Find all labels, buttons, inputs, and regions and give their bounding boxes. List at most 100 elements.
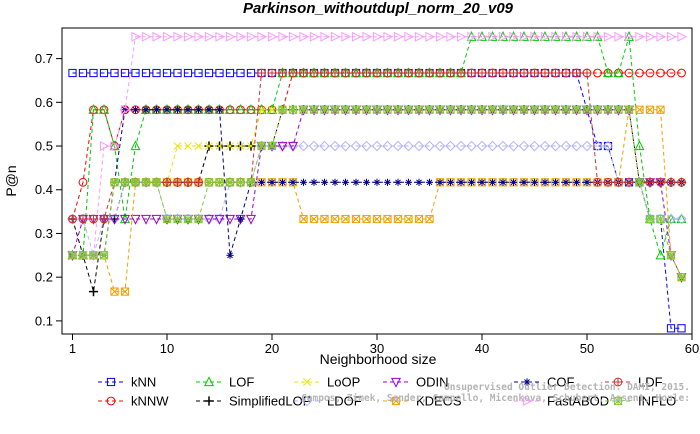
series-line-simplifiedlof	[72, 109, 682, 292]
point-inflo-18	[246, 178, 256, 187]
point-cof-46	[541, 178, 549, 186]
point-ldof-18	[245, 177, 257, 188]
point-ldf-54	[624, 177, 634, 187]
point-inflo-43	[509, 105, 518, 114]
point-ldof-39	[466, 140, 477, 152]
point-loop-18	[247, 142, 255, 150]
point-ldof-44	[518, 140, 530, 152]
legend-marker-cof	[523, 378, 531, 386]
point-fastabod-53	[614, 31, 625, 42]
point-knn-16	[225, 68, 235, 78]
point-lof-57	[655, 249, 666, 260]
point-knnw-2	[78, 177, 88, 187]
point-inflo-16	[225, 178, 235, 187]
point-cof-20	[268, 178, 276, 186]
point-inflo-39	[467, 105, 476, 114]
legend-marker-ldof	[301, 395, 313, 407]
point-fastabod-13	[194, 31, 205, 42]
legend-marker-ldf	[613, 377, 623, 387]
point-odin-5	[109, 214, 120, 225]
point-inflo-5	[110, 178, 119, 187]
point-fastabod-42	[498, 31, 509, 42]
point-ldf-32	[393, 68, 403, 78]
point-odin-14	[203, 214, 215, 225]
point-ldf-56	[645, 177, 655, 187]
point-fastabod-10	[162, 31, 173, 42]
legend-item-odin: ODIN	[383, 375, 449, 390]
legend-marker-knn	[106, 377, 116, 387]
legend-item-lof: LOF	[196, 375, 254, 390]
point-fastabod-52	[603, 31, 614, 42]
point-cof-28	[352, 178, 360, 186]
point-fastabod-57	[656, 31, 667, 42]
point-fastabod-56	[645, 31, 656, 42]
point-knn-6	[120, 68, 130, 78]
point-fastabod-16	[225, 31, 236, 42]
point-kdeos-5	[110, 287, 119, 296]
point-ldf-29	[362, 68, 371, 78]
point-fastabod-45	[530, 31, 541, 42]
point-ldof-33	[403, 140, 414, 152]
point-ldf-35	[425, 68, 434, 78]
point-ldof-53	[613, 177, 624, 188]
legend-item-fastabod: FastABOD	[514, 394, 609, 409]
point-ldf-1	[68, 214, 77, 224]
point-inflo-14	[204, 178, 214, 187]
point-inflo-3	[89, 251, 98, 260]
point-ldf-24	[309, 68, 319, 78]
point-cof-8	[142, 106, 150, 114]
point-fastabod-32	[393, 31, 404, 42]
point-ldf-43	[509, 68, 518, 78]
point-inflo-12	[183, 214, 193, 224]
point-inflo-22	[288, 105, 298, 114]
point-cof-19	[257, 178, 266, 186]
legend-label-knnw: kNNW	[131, 394, 169, 409]
legend-item-knnw: kNNW	[98, 394, 169, 409]
point-ldof-8	[140, 177, 152, 188]
point-kdeos-28	[351, 214, 361, 224]
point-cof-30	[373, 178, 381, 186]
point-fastabod-40	[477, 31, 488, 42]
point-knn-2	[78, 68, 88, 78]
series-inflo	[68, 105, 686, 282]
point-ldf-3	[89, 214, 98, 224]
series-layer	[67, 31, 688, 333]
point-fastabod-33	[404, 31, 415, 42]
legend-item-knn: kNN	[98, 375, 156, 390]
point-inflo-8	[141, 178, 151, 187]
point-cof-48	[562, 178, 570, 186]
point-knn-5	[110, 68, 119, 78]
point-inflo-59	[677, 273, 686, 282]
point-cof-49	[572, 178, 581, 186]
point-inflo-32	[393, 105, 403, 114]
point-cof-38	[457, 178, 465, 186]
legend-item-cof: COF	[514, 375, 575, 390]
point-ldf-33	[404, 68, 413, 78]
point-ldf-21	[278, 68, 287, 78]
point-fastabod-50	[582, 31, 593, 42]
point-kdeos-30	[372, 214, 382, 224]
point-loop-13	[194, 142, 203, 150]
x-tick-label-1: 1	[69, 341, 76, 356]
point-cof-33	[404, 178, 413, 186]
point-knn-18	[246, 68, 256, 78]
x-tick-label-40: 40	[475, 341, 489, 356]
point-knn-8	[141, 68, 151, 78]
legend-label-inflo: INFLO	[638, 394, 676, 409]
point-cof-47	[551, 178, 560, 186]
point-cof-43	[509, 178, 518, 186]
point-knnw-57	[656, 68, 665, 78]
point-ldof-36	[434, 140, 446, 152]
point-ldof-54	[623, 177, 635, 188]
point-inflo-44	[519, 105, 529, 114]
point-cof-35	[425, 178, 434, 186]
point-ldf-44	[519, 68, 529, 78]
point-ldf-51	[593, 177, 602, 187]
point-inflo-45	[530, 105, 539, 114]
point-ldof-50	[581, 140, 593, 152]
point-inflo-2	[78, 251, 88, 260]
series-simplifiedlof	[67, 105, 687, 297]
point-cof-12	[184, 106, 192, 114]
point-ldof-17	[235, 177, 246, 188]
series-line-inflo	[72, 109, 682, 278]
